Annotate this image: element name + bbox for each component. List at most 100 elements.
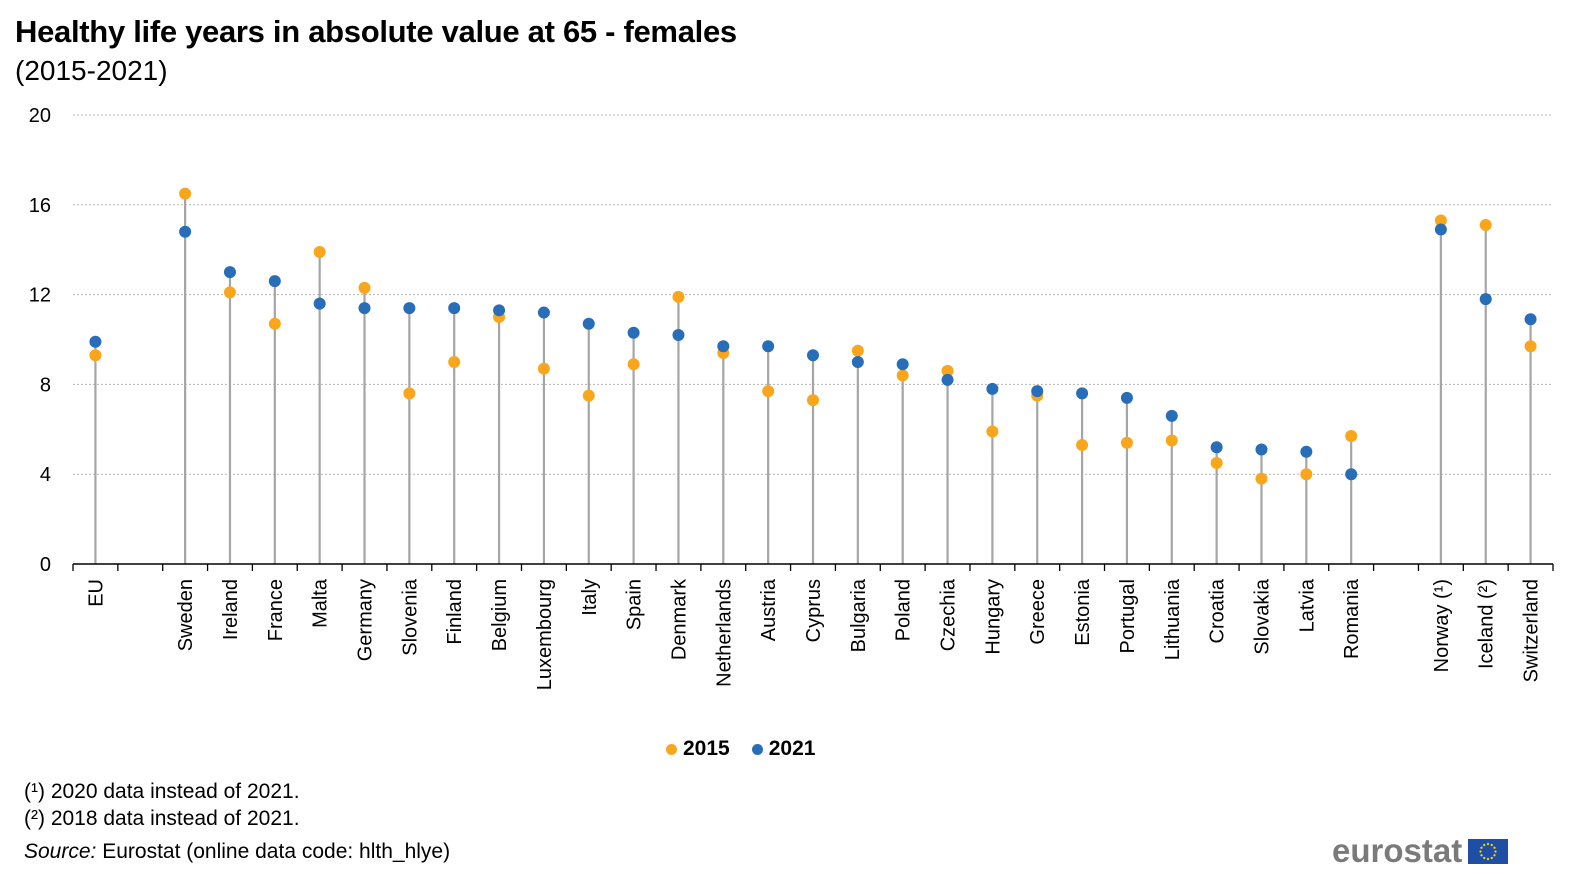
y-axis-ticks: 0 4 8 12 16 20: [29, 105, 51, 576]
data-point-2021[interactable]: [1076, 387, 1089, 400]
data-point-2015[interactable]: [941, 364, 954, 377]
data-point-2015[interactable]: [223, 286, 236, 299]
x-tick-label: Poland: [893, 579, 915, 641]
x-tick-label: Romania: [1341, 578, 1363, 659]
flag-star: [1490, 843, 1494, 846]
x-tick-label: Greece: [1027, 579, 1049, 645]
x-tick-label: Switzerland: [1521, 579, 1543, 682]
x-tick-label: Croatia: [1207, 578, 1229, 643]
flag-star: [1483, 856, 1486, 859]
data-point-2021[interactable]: [179, 225, 192, 238]
flag-star: [1483, 843, 1486, 846]
data-point-2015[interactable]: [1165, 434, 1178, 447]
legend-label-2021: 2021: [768, 737, 816, 760]
data-point-2021[interactable]: [807, 349, 819, 362]
data-point-2021[interactable]: [1300, 445, 1313, 458]
source-text: Eurostat (online data code: hlth_hlye): [96, 840, 451, 863]
data-point-2015[interactable]: [179, 187, 192, 200]
x-tick-label: France: [265, 579, 287, 641]
data-point-2021[interactable]: [313, 297, 326, 310]
data-point-2021[interactable]: [762, 340, 775, 353]
data-point-2021[interactable]: [582, 317, 595, 330]
data-point-2015[interactable]: [1210, 456, 1223, 469]
x-tick-label: EU: [85, 579, 107, 607]
data-point-2015[interactable]: [1076, 439, 1089, 452]
data-point-2021[interactable]: [986, 382, 999, 395]
data-point-2015[interactable]: [1300, 468, 1313, 481]
y-tick-label: 4: [40, 464, 51, 486]
data-point-2021[interactable]: [403, 302, 416, 315]
data-point-2021[interactable]: [268, 275, 281, 288]
flag-star: [1480, 846, 1483, 849]
data-point-2021[interactable]: [1031, 385, 1044, 398]
data-point-2015[interactable]: [1434, 214, 1447, 227]
data-point-2021[interactable]: [448, 302, 461, 315]
data-point-2015[interactable]: [1345, 430, 1358, 443]
data-point-2015[interactable]: [896, 369, 909, 382]
data-point-2021[interactable]: [896, 358, 909, 371]
y-tick-label: 8: [40, 374, 51, 396]
data-point-2015[interactable]: [986, 425, 999, 438]
data-points: [89, 187, 1537, 485]
legend: 2015 2021: [666, 737, 815, 761]
x-tick-label: Austria: [758, 578, 780, 641]
data-point-2021[interactable]: [1120, 391, 1133, 404]
data-point-2015[interactable]: [448, 355, 461, 368]
data-point-2021[interactable]: [223, 266, 236, 279]
data-point-2015[interactable]: [762, 385, 775, 398]
data-point-2021[interactable]: [537, 306, 550, 319]
data-point-2021[interactable]: [627, 326, 640, 339]
data-point-2015[interactable]: [89, 349, 102, 362]
flag-star: [1480, 853, 1483, 856]
data-point-2021[interactable]: [1434, 223, 1447, 236]
data-point-2015[interactable]: [358, 281, 371, 294]
data-point-2015[interactable]: [1524, 340, 1537, 353]
data-point-2015[interactable]: [313, 245, 326, 258]
legend-item-2021[interactable]: 2021: [751, 737, 816, 761]
data-point-2015[interactable]: [1479, 219, 1492, 232]
data-point-2021[interactable]: [1210, 441, 1223, 454]
data-point-2015[interactable]: [1255, 472, 1268, 485]
x-tick-label: Lithuania: [1162, 578, 1184, 660]
x-axis-labels: EU Sweden Ireland France Malta Germany Sloveni…: [85, 578, 1542, 690]
data-point-2015[interactable]: [582, 389, 595, 402]
data-point-2015[interactable]: [627, 358, 640, 371]
data-point-2015[interactable]: [268, 317, 281, 330]
x-tick-label: Belgium: [489, 579, 511, 651]
flag-star: [1494, 849, 1497, 853]
x-tick-label: Latvia: [1296, 578, 1318, 632]
flag-star: [1479, 849, 1482, 853]
data-point-2021[interactable]: [717, 340, 730, 353]
data-point-2021[interactable]: [493, 304, 506, 317]
data-point-2021[interactable]: [1479, 293, 1492, 306]
data-point-2021[interactable]: [358, 302, 371, 315]
y-tick-label: 0: [40, 554, 51, 576]
data-point-2021[interactable]: [672, 329, 685, 342]
source-label: Source:: [24, 840, 97, 863]
flag-star: [1493, 853, 1496, 856]
x-tick-label: Bulgaria: [848, 578, 870, 652]
data-point-2015[interactable]: [851, 344, 864, 357]
x-tick-label: Hungary: [982, 579, 1004, 655]
legend-item-2015[interactable]: 2015: [666, 737, 730, 761]
x-tick-label: Italy: [579, 579, 601, 616]
data-point-2021[interactable]: [1524, 313, 1537, 326]
data-point-2015[interactable]: [403, 387, 416, 400]
data-point-2015[interactable]: [537, 362, 550, 375]
data-point-2021[interactable]: [1165, 409, 1178, 422]
data-point-2015[interactable]: [1120, 436, 1133, 449]
x-tick-label: Spain: [624, 579, 646, 630]
x-tick-label: Malta: [310, 578, 332, 628]
chart-title: Healthy life years in absolute value at …: [15, 14, 737, 49]
data-point-2015[interactable]: [807, 394, 819, 407]
data-point-2021[interactable]: [1345, 468, 1358, 481]
data-point-2021[interactable]: [941, 373, 954, 386]
x-tick-label: Finland: [444, 579, 466, 645]
footnote-1: (¹) 2020 data instead of 2021.: [24, 780, 300, 803]
data-point-2015[interactable]: [672, 290, 685, 303]
data-point-2021[interactable]: [1255, 443, 1268, 456]
eurostat-logo: eurostat: [1332, 832, 1509, 870]
data-point-2021[interactable]: [89, 335, 102, 348]
data-point-2021[interactable]: [851, 355, 864, 368]
